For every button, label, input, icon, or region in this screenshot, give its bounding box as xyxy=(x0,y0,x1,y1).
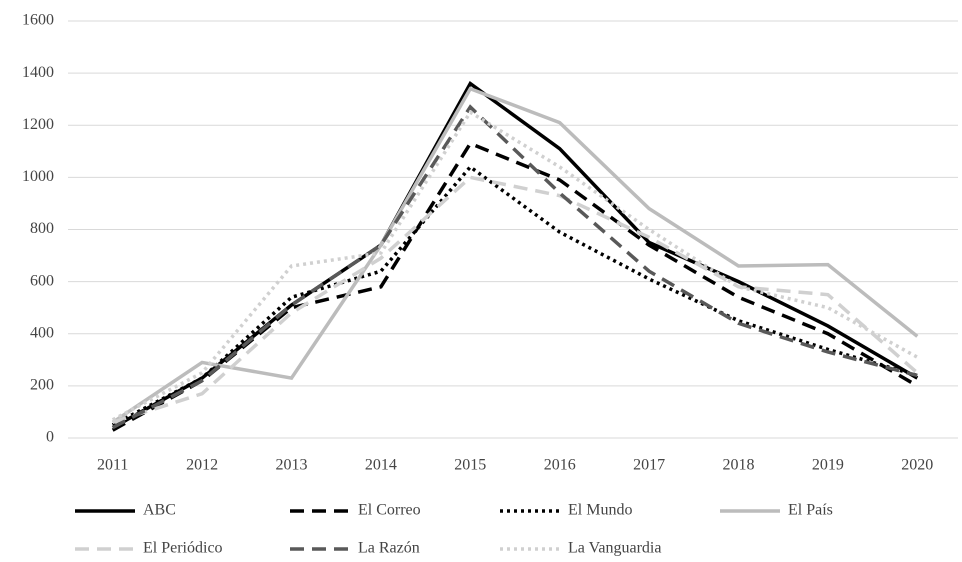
x-tick-label: 2020 xyxy=(901,457,933,474)
series-line xyxy=(112,175,919,425)
x-tick-label: 2013 xyxy=(276,457,308,474)
legend-label: El País xyxy=(788,502,833,519)
x-tick-label: 2019 xyxy=(812,457,844,474)
x-tick-label: 2018 xyxy=(723,457,755,474)
y-tick-label: 400 xyxy=(30,324,54,341)
x-tick-label: 2011 xyxy=(97,457,128,474)
y-tick-label: 200 xyxy=(30,377,54,394)
y-tick-label: 1200 xyxy=(22,116,54,133)
x-tick-label: 2017 xyxy=(633,457,665,474)
y-tick-label: 0 xyxy=(46,429,54,446)
legend-label: El Periódico xyxy=(143,540,223,557)
y-tick-label: 600 xyxy=(30,272,54,289)
series-line xyxy=(111,80,919,430)
y-tick-label: 1000 xyxy=(22,168,54,185)
legend-label: El Correo xyxy=(358,502,421,519)
x-tick-label: 2014 xyxy=(365,457,397,474)
series-line xyxy=(111,104,918,430)
x-tick-label: 2016 xyxy=(544,457,576,474)
x-tick-label: 2012 xyxy=(186,457,218,474)
legend-label: La Razón xyxy=(358,540,420,557)
legend-label: ABC xyxy=(143,502,176,519)
series-line xyxy=(111,109,919,422)
series-line xyxy=(111,164,918,427)
y-tick-label: 1600 xyxy=(22,12,54,29)
legend-label: El Mundo xyxy=(568,502,632,519)
series-line xyxy=(111,86,919,424)
y-tick-label: 1400 xyxy=(22,64,54,81)
x-tick-label: 2015 xyxy=(454,457,486,474)
legend-label: La Vanguardia xyxy=(568,540,661,557)
y-tick-label: 800 xyxy=(30,220,54,237)
